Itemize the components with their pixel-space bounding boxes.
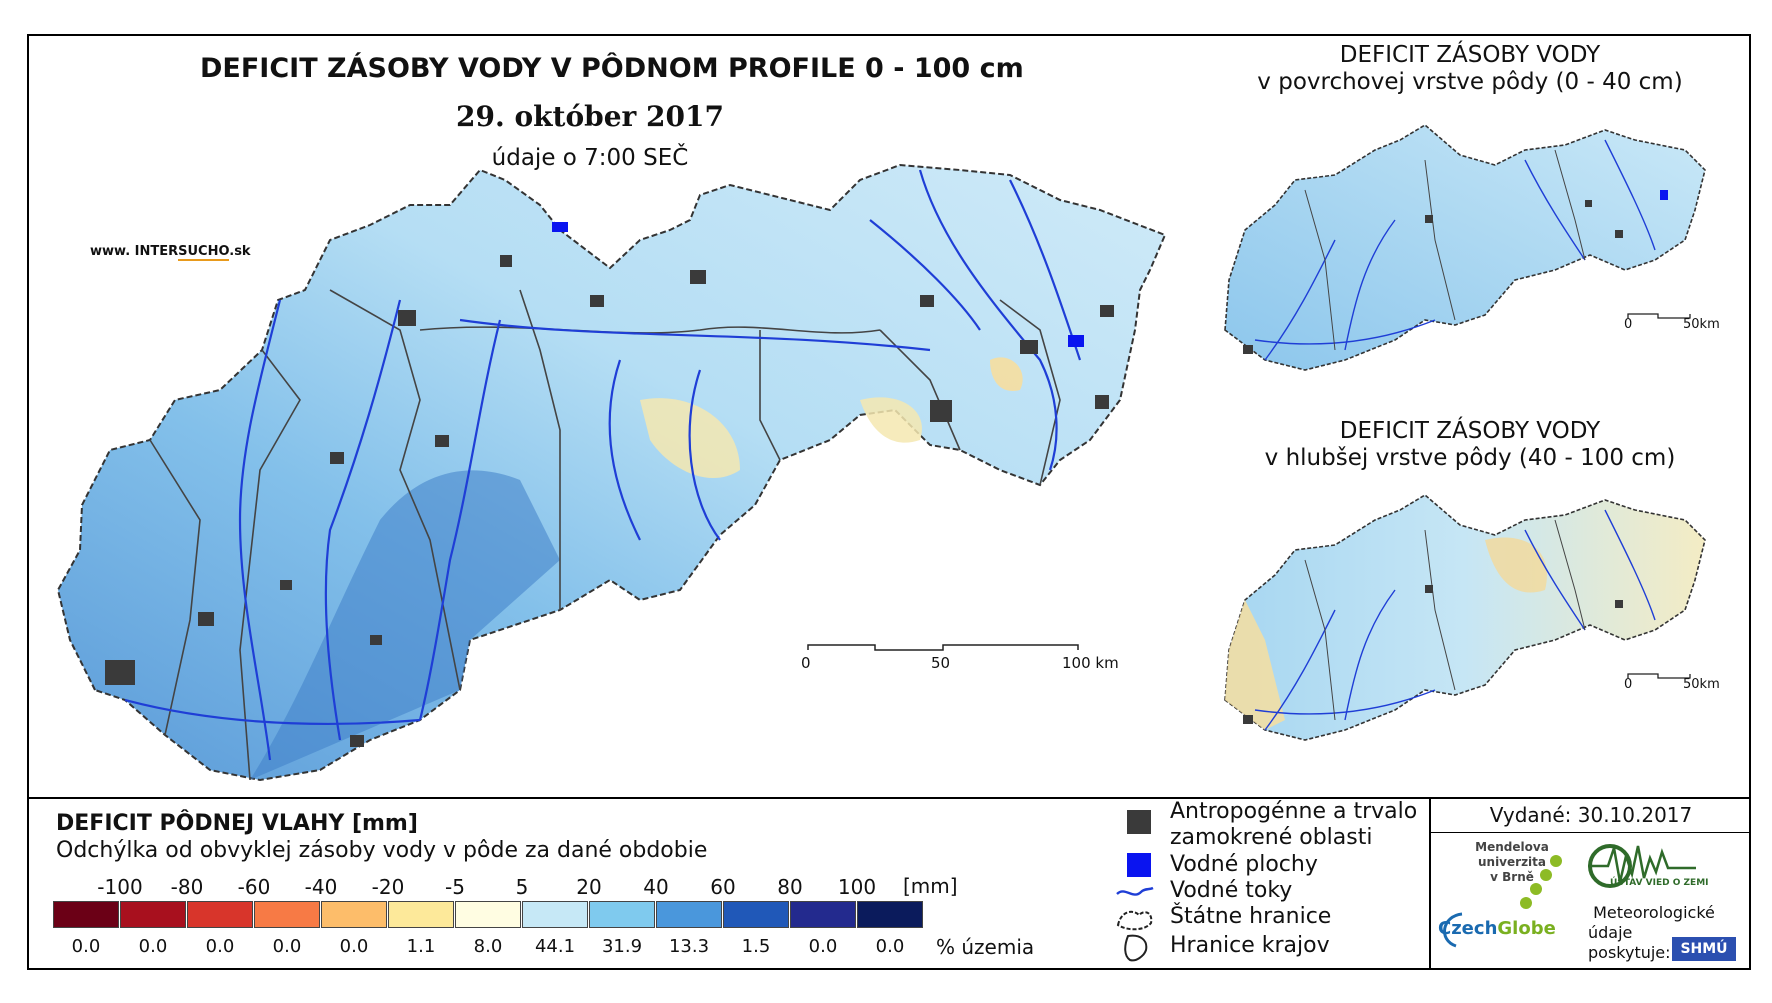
legend-percentage: 1.5 — [741, 936, 771, 957]
shmu-logo: SHMÚ — [1672, 937, 1736, 961]
top-inset-title-1: DEFICIT ZÁSOBY VODY — [1339, 42, 1601, 68]
bottom-inset-scale-50: 50km — [1683, 677, 1720, 692]
legend-tick-label: -5 — [445, 875, 465, 899]
legend-percentage: 31.9 — [601, 936, 643, 957]
legend-divider — [27, 797, 1751, 799]
legend-color-cell — [857, 901, 923, 928]
urban-label-1: Antropogénne a trvalo — [1170, 799, 1418, 824]
website-link[interactable]: www. INTERSUCHO.sk — [90, 244, 251, 261]
main-scale-label-100: 100 km — [1062, 654, 1119, 672]
region-border-symbol — [1124, 934, 1148, 962]
bottom-inset-title-1: DEFICIT ZÁSOBY VODY — [1339, 418, 1601, 444]
legend-color-cell — [589, 901, 655, 928]
czechglobe-b: Globe — [1497, 918, 1556, 939]
issuer-divider — [1429, 797, 1431, 970]
legend-tick-label: -100 — [97, 875, 143, 899]
czechglobe-arc-icon — [1443, 912, 1463, 948]
top-inset-scale-50: 50km — [1683, 317, 1720, 332]
state-border-label: Štátne hranice — [1170, 904, 1332, 929]
issued-divider — [1429, 832, 1751, 833]
main-time: údaje o 7:00 SEČ — [491, 145, 689, 171]
legend-color-cell — [723, 901, 789, 928]
main-date: 29. október 2017 — [456, 100, 724, 133]
water-symbol — [1127, 853, 1151, 877]
legend-color-cell — [321, 901, 387, 928]
legend-percentage: 13.3 — [668, 936, 710, 957]
ustav-logo-icon — [1588, 844, 1696, 888]
legend-color-cell — [53, 901, 119, 928]
urban-label-2: zamokrené oblasti — [1170, 825, 1373, 850]
legend-color-cell — [522, 901, 588, 928]
mendel-line-2: univerzita — [1477, 855, 1546, 869]
top-inset-scale-bar — [1627, 313, 1691, 319]
meteo-line-3: poskytuje: — [1588, 943, 1671, 962]
legend-color-cell — [656, 901, 722, 928]
water-label: Vodné plochy — [1170, 852, 1318, 877]
main-title: DEFICIT ZÁSOBY VODY V PÔDNOM PROFILE 0 -… — [200, 53, 1024, 84]
mendel-dots-icon — [1520, 855, 1562, 909]
legend-tick-label: -20 — [371, 875, 405, 899]
state-border-symbol — [1116, 910, 1153, 931]
legend-percentage: 0.0 — [808, 936, 838, 957]
main-scale-label-0: 0 — [801, 654, 811, 672]
meteo-line-1: Meteorologické — [1593, 903, 1715, 922]
legend-color-cell — [120, 901, 186, 928]
map-frame — [27, 34, 1751, 970]
bottom-inset-title-2: v hlubšej vrstve pôdy (40 - 100 cm) — [1264, 445, 1676, 471]
website-prefix: www. INTER — [90, 244, 179, 259]
meteo-line-2: údaje — [1588, 923, 1633, 942]
bottom-inset-scale-bar — [1627, 673, 1691, 679]
legend-tick-label: 20 — [576, 875, 602, 899]
top-inset-title-2: v povrchovej vrstve pôdy (0 - 40 cm) — [1257, 69, 1683, 95]
czechglobe-logo: CzechGlobe — [1438, 918, 1556, 939]
legend-percentage: 1.1 — [406, 936, 436, 957]
legend-tick-label: -60 — [237, 875, 271, 899]
bottom-inset-scale-0: 0 — [1624, 677, 1633, 692]
main-scale-label-50: 50 — [931, 654, 951, 672]
legend-color-cell — [254, 901, 320, 928]
legend-color-cell — [790, 901, 856, 928]
mendel-line-3: v Brně — [1490, 870, 1534, 884]
urban-symbol — [1127, 810, 1151, 834]
legend-color-cell — [187, 901, 253, 928]
legend-tick-label: -40 — [304, 875, 338, 899]
legend-percentage: 0.0 — [272, 936, 302, 957]
legend-percentage: 0.0 — [138, 936, 168, 957]
legend-percentage: 0.0 — [875, 936, 905, 957]
region-border-label: Hranice krajov — [1170, 933, 1330, 958]
legend-tick-label: 60 — [710, 875, 736, 899]
legend-percentage: 0.0 — [339, 936, 369, 957]
legend-color-cell — [388, 901, 454, 928]
river-symbol — [1116, 886, 1154, 896]
top-inset-scale-0: 0 — [1624, 317, 1633, 332]
legend-unit: [mm] — [903, 874, 958, 898]
legend-tick-label: 40 — [643, 875, 669, 899]
main-scale-bar — [807, 644, 1079, 651]
legend-percentage: 8.0 — [473, 936, 503, 957]
legend-tick-label: 100 — [837, 875, 877, 899]
ustav-label: ÚSTAV VIED O ZEMI — [1610, 878, 1709, 888]
legend-tick-label: -80 — [170, 875, 204, 899]
website-suffix: .sk — [229, 244, 251, 259]
mendel-line-1: Mendelova — [1475, 840, 1549, 854]
legend-percentage: 0.0 — [71, 936, 101, 957]
issued-date: Vydané: 30.10.2017 — [1489, 803, 1693, 827]
legend-percent-label: % územia — [936, 935, 1035, 959]
legend-color-cell — [455, 901, 521, 928]
website-highlight: SUCHO — [178, 244, 230, 261]
legend-subtitle: Odchýlka od obvyklej zásoby vody v pôde … — [56, 838, 708, 863]
czechglobe-a: Czech — [1438, 918, 1498, 939]
legend-title: DEFICIT PÔDNEJ VLAHY [mm] — [56, 811, 418, 836]
legend-percentage: 44.1 — [534, 936, 576, 957]
legend-tick-label: 5 — [515, 875, 529, 899]
legend-percentage: 0.0 — [205, 936, 235, 957]
river-label: Vodné toky — [1170, 878, 1293, 903]
legend-tick-label: 80 — [777, 875, 803, 899]
